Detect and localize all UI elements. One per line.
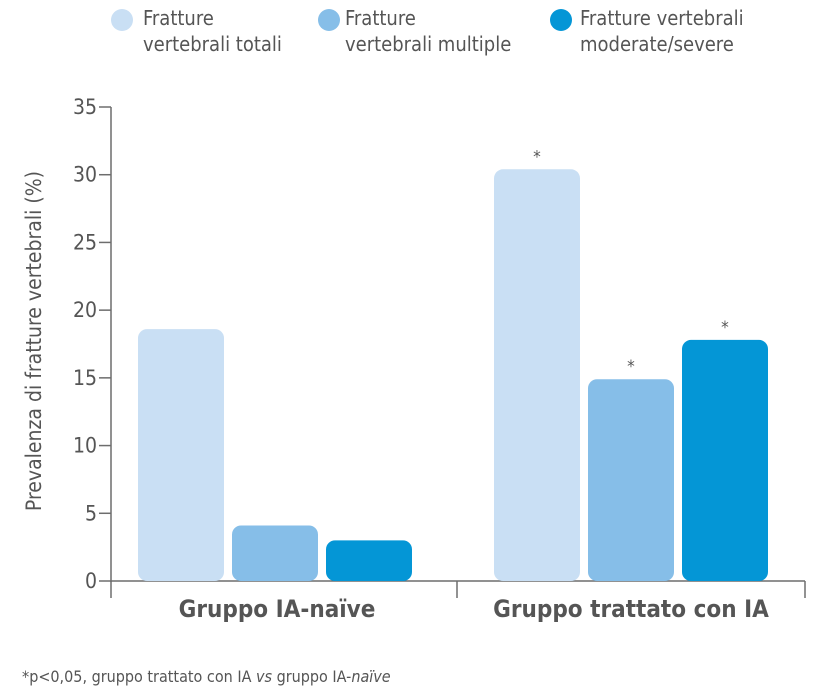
footnote-part: gruppo IA- [272,667,351,686]
y-tick-label: 0 [85,569,97,593]
bar [682,339,768,581]
category-label: Gruppo IA-naïve [179,595,376,623]
footnote: *p<0,05, gruppo trattato con IA vs grupp… [22,667,391,686]
significance-star: * [721,318,729,338]
y-tick-label: 30 [73,163,97,187]
bar [326,540,412,581]
bar [138,329,224,581]
legend-swatch [111,9,133,31]
y-tick-label: 15 [73,366,97,390]
y-tick-label: 20 [73,298,97,322]
legend-swatch [550,9,572,31]
y-tick-label: 35 [73,95,97,119]
bar [588,379,674,581]
legend-label: Fratture [143,6,214,30]
footnote-part: vs [256,667,273,686]
bars: * * * [138,147,768,581]
legend-label: Fratture [345,6,416,30]
legend-label: moderate/severe [580,32,734,56]
significance-star: * [533,147,541,167]
legend-label: vertebrali totali [143,32,282,56]
category-label: Gruppo trattato con IA [493,595,769,623]
legend-label: vertebrali multiple [345,32,511,56]
legend-label: Fratture vertebrali [580,6,744,30]
y-tick-label: 10 [73,434,97,458]
y-axis-title: Prevalenza di fratture vertebrali (%) [22,171,46,511]
axes: 0 5 10 15 20 25 30 35 [73,95,806,598]
y-tick-label: 5 [85,501,97,525]
footnote-part: *p<0,05, gruppo trattato con IA [22,667,256,686]
significance-star: * [627,357,635,377]
category-labels: Gruppo IA-naïve Gruppo trattato con IA [179,595,770,623]
footnote-part: naïve [351,667,390,686]
y-tick-label: 25 [73,230,97,254]
legend-swatch [318,9,340,31]
bar [494,169,580,581]
bar [232,525,318,581]
